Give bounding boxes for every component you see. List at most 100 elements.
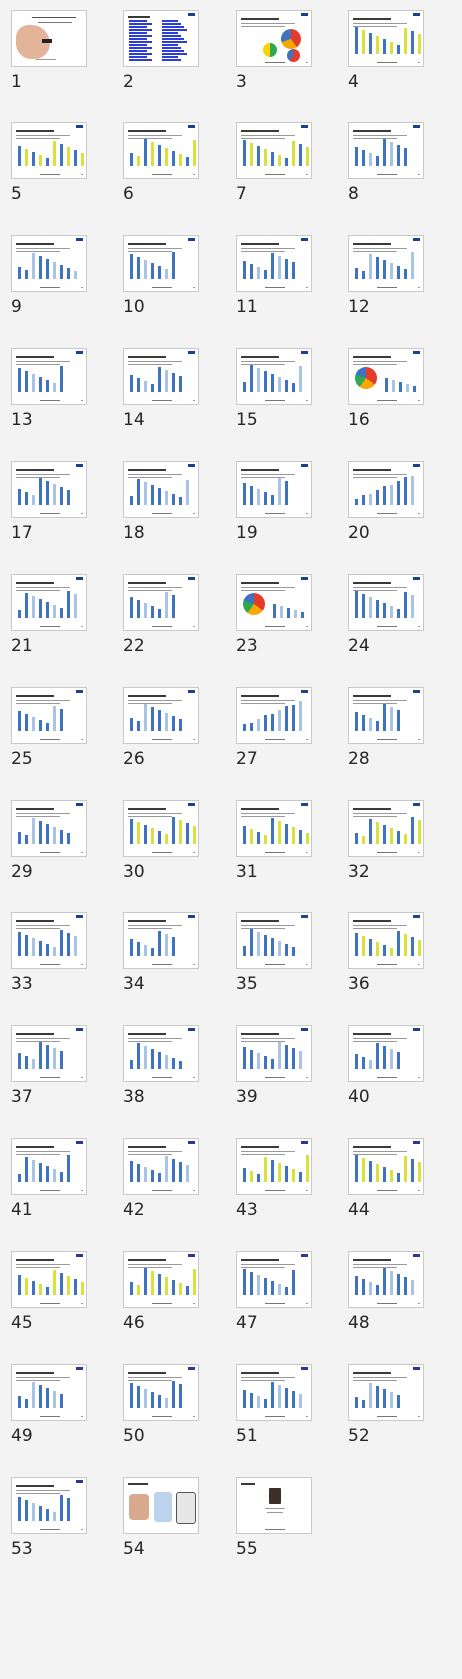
slide-thumbnail-9[interactable]: 9 (11, 235, 87, 317)
chart-bar (151, 707, 154, 731)
slide-subtitle-line (16, 1041, 60, 1042)
chart-bar (278, 1385, 281, 1408)
slide-thumbnail-6[interactable]: 6 (123, 122, 199, 204)
slide-thumbnail-3[interactable]: 3 (236, 10, 312, 92)
chart-bar (18, 1396, 21, 1408)
chart-bar (376, 942, 379, 956)
slide-thumbnail-13[interactable]: 13 (11, 348, 87, 430)
slide-thumbnail-8[interactable]: 8 (348, 122, 424, 204)
page-number-mark (418, 287, 420, 288)
slide-thumbnail-42[interactable]: 42 (123, 1138, 199, 1220)
chart-bar (137, 1043, 140, 1069)
slide-thumbnail-50[interactable]: 50 (123, 1364, 199, 1446)
slide-thumbnail-5[interactable]: 5 (11, 122, 87, 204)
slide-thumbnail-33[interactable]: 33 (11, 912, 87, 994)
slide-thumbnail-20[interactable]: 20 (348, 461, 424, 543)
slide-thumbnail-21[interactable]: 21 (11, 574, 87, 656)
slide-thumbnail-24[interactable]: 24 (348, 574, 424, 656)
slide-thumbnail-1[interactable]: 1 (11, 10, 87, 92)
chart-bar (158, 488, 161, 505)
slide-title-line (353, 1146, 391, 1148)
slide-thumbnail-26[interactable]: 26 (123, 687, 199, 769)
chart-bar (25, 1278, 28, 1295)
slide-thumbnail-19[interactable]: 19 (236, 461, 312, 543)
slide-thumbnail-36[interactable]: 36 (348, 912, 424, 994)
chart-bar (137, 600, 140, 618)
chart-bar (172, 373, 175, 392)
slide-thumbnail-15[interactable]: 15 (236, 348, 312, 430)
slide-thumbnail-49[interactable]: 49 (11, 1364, 87, 1446)
toc-link (129, 20, 147, 22)
slide-thumbnail-27[interactable]: 27 (236, 687, 312, 769)
chart-bar (158, 1052, 161, 1069)
logo-mark (76, 238, 83, 241)
portrait-photo (269, 1488, 281, 1504)
slide-thumbnail-10[interactable]: 10 (123, 235, 199, 317)
page-number-mark (81, 287, 83, 288)
chart-bar (243, 261, 246, 279)
slide-preview (236, 235, 312, 292)
chart-bar (271, 1059, 274, 1069)
slide-thumbnail-54[interactable]: 54 (123, 1477, 199, 1559)
slide-number: 53 (11, 1539, 33, 1559)
slide-thumbnail-31[interactable]: 31 (236, 800, 312, 882)
slide-thumbnail-52[interactable]: 52 (348, 1364, 424, 1446)
slide-thumbnail-2[interactable]: 2 (123, 10, 199, 92)
chart-bar (369, 718, 372, 731)
slide-thumbnail-23[interactable]: 23 (236, 574, 312, 656)
slide-subtitle-line (241, 703, 285, 704)
chart-bar (130, 254, 133, 279)
page-number-mark (306, 964, 308, 965)
slide-number: 40 (348, 1087, 370, 1107)
slide-thumbnail-17[interactable]: 17 (11, 461, 87, 543)
slide-thumbnail-35[interactable]: 35 (236, 912, 312, 994)
chart-bar (404, 28, 407, 54)
slide-number: 50 (123, 1426, 145, 1446)
slide-thumbnail-53[interactable]: 53 (11, 1477, 87, 1559)
slide-thumbnail-48[interactable]: 48 (348, 1251, 424, 1333)
chart-bar (32, 717, 35, 731)
chart-bar (257, 489, 260, 505)
slide-thumbnail-41[interactable]: 41 (11, 1138, 87, 1220)
slide-title-line (241, 1033, 279, 1035)
slide-thumbnail-25[interactable]: 25 (11, 687, 87, 769)
chart-bar (278, 941, 281, 956)
slide-thumbnail-4[interactable]: 4 (348, 10, 424, 92)
chart-bar (74, 271, 77, 279)
page-number-mark (193, 1303, 195, 1304)
slide-thumbnail-43[interactable]: 43 (236, 1138, 312, 1220)
slide-preview (123, 10, 199, 67)
slide-thumbnail-7[interactable]: 7 (236, 122, 312, 204)
slide-thumbnail-51[interactable]: 51 (236, 1364, 312, 1446)
slide-thumbnail-34[interactable]: 34 (123, 912, 199, 994)
slide-title-line (353, 808, 391, 810)
slide-thumbnail-16[interactable]: 16 (348, 348, 424, 430)
slide-thumbnail-39[interactable]: 39 (236, 1025, 312, 1107)
slide-thumbnail-44[interactable]: 44 (348, 1138, 424, 1220)
slide-thumbnail-29[interactable]: 29 (11, 800, 87, 882)
slide-thumbnail-40[interactable]: 40 (348, 1025, 424, 1107)
slide-thumbnail-55[interactable]: 55 (236, 1477, 312, 1559)
slide-preview (123, 235, 199, 292)
slide-title-line (128, 1372, 166, 1374)
chart-bar (165, 592, 168, 618)
slide-thumbnail-38[interactable]: 38 (123, 1025, 199, 1107)
slide-thumbnail-18[interactable]: 18 (123, 461, 199, 543)
slide-thumbnail-30[interactable]: 30 (123, 800, 199, 882)
slide-thumbnail-14[interactable]: 14 (123, 348, 199, 430)
chart-bar (292, 141, 295, 166)
slide-thumbnail-46[interactable]: 46 (123, 1251, 199, 1333)
slide-number: 14 (123, 410, 145, 430)
chart-bar (273, 604, 276, 618)
slide-thumbnail-22[interactable]: 22 (123, 574, 199, 656)
slide-thumbnail-11[interactable]: 11 (236, 235, 312, 317)
footer-line (152, 1190, 172, 1191)
slide-thumbnail-28[interactable]: 28 (348, 687, 424, 769)
slide-title-line (128, 243, 166, 245)
slide-thumbnail-32[interactable]: 32 (348, 800, 424, 882)
slide-thumbnail-45[interactable]: 45 (11, 1251, 87, 1333)
slide-thumbnail-37[interactable]: 37 (11, 1025, 87, 1107)
chart-bar (186, 480, 189, 505)
slide-thumbnail-47[interactable]: 47 (236, 1251, 312, 1333)
slide-thumbnail-12[interactable]: 12 (348, 235, 424, 317)
